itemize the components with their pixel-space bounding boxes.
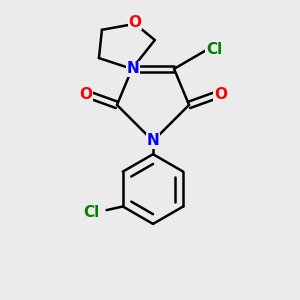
Text: O: O xyxy=(79,87,92,102)
Text: O: O xyxy=(128,14,142,29)
Text: Cl: Cl xyxy=(206,42,222,57)
Text: N: N xyxy=(147,134,159,148)
Text: O: O xyxy=(214,87,227,102)
Text: Cl: Cl xyxy=(83,205,99,220)
Text: N: N xyxy=(127,61,140,76)
